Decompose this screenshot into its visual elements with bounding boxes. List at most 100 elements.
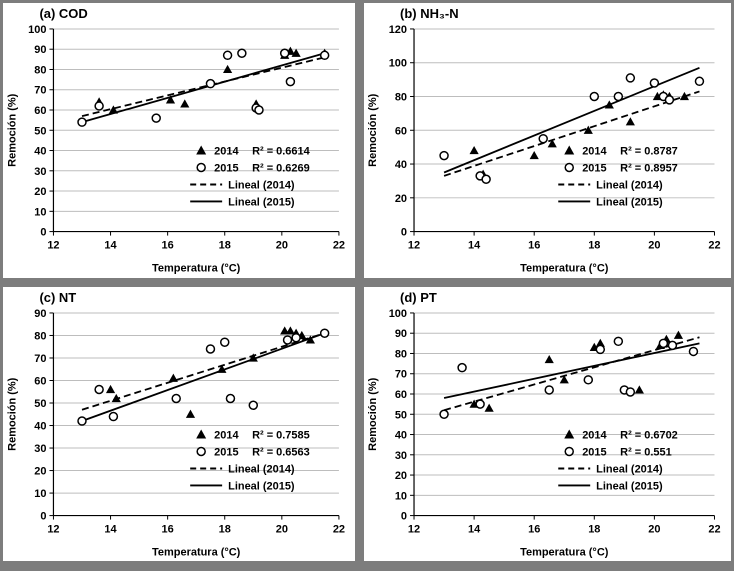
- y-tick-label: 100: [389, 58, 407, 70]
- y-tick-label: 90: [34, 307, 46, 319]
- legend-label-Lineal (2015): Lineal (2015): [228, 480, 295, 492]
- y-tick-label: 40: [34, 420, 46, 432]
- y-tick-label: 70: [34, 85, 46, 97]
- data-point-2015: [481, 174, 492, 184]
- data-point-2014: [168, 373, 178, 382]
- y-tick-label: 10: [34, 488, 46, 500]
- chart-panel-pt: 0 10 20 30 40 50 60 70 80 90 100 12 14 16 18 20 22 (d) PT…: [364, 286, 731, 561]
- data-point-2015: [614, 91, 624, 102]
- y-axis-label: Remoción (%): [368, 93, 380, 166]
- data-point-2015: [544, 384, 555, 395]
- x-tick-label: 18: [219, 240, 231, 252]
- x-tick-label: 16: [162, 240, 174, 252]
- x-tick-label: 12: [47, 523, 59, 535]
- chart-panel-nt: 0 10 20 30 40 50 60 70 80 90 12 14 16 18 20 22 (c) NT Tem…: [3, 286, 356, 561]
- chart-panel-cod: 0 10 20 30 40 50 60 70 80 90 100 12 14 16 18 20 22 (a) CO…: [3, 3, 356, 278]
- data-point-2015: [319, 50, 330, 61]
- y-axis-label: Remoción (%): [7, 377, 19, 450]
- data-point-2014: [105, 384, 116, 393]
- data-point-2015: [668, 340, 678, 350]
- data-point-2015: [538, 133, 549, 144]
- y-tick-label: 30: [395, 449, 407, 461]
- data-point-2014: [560, 374, 570, 383]
- legend-r2-2014: R² = 0.6614: [252, 146, 311, 158]
- y-tick-label: 70: [34, 352, 46, 364]
- y-tick-label: 90: [395, 328, 407, 340]
- legend-label-Lineal (2014): Lineal (2014): [597, 179, 664, 191]
- y-tick-label: 30: [34, 443, 46, 455]
- y-tick-label: 40: [395, 429, 407, 441]
- y-tick-label: 20: [34, 465, 46, 477]
- legend-label-2014: 2014: [214, 429, 239, 441]
- data-point-2015: [254, 105, 264, 115]
- x-tick-label: 14: [104, 523, 117, 535]
- data-point-2014: [180, 99, 190, 108]
- legend-marker-2015: [196, 446, 206, 456]
- data-point-2014: [605, 100, 615, 109]
- data-point-2015: [596, 344, 606, 354]
- data-point-2014: [217, 364, 227, 373]
- data-point-2015: [77, 117, 87, 127]
- data-point-2015: [77, 415, 87, 426]
- x-tick-label: 16: [529, 240, 541, 252]
- y-tick-label: 50: [34, 125, 46, 137]
- data-point-2014: [484, 403, 495, 412]
- x-tick-label: 20: [276, 240, 288, 252]
- data-point-2015: [695, 76, 705, 87]
- data-point-2014: [285, 325, 295, 335]
- data-point-2015: [282, 334, 293, 345]
- x-tick-label: 22: [709, 523, 721, 535]
- y-tick-label: 0: [40, 227, 46, 239]
- data-point-2014: [305, 334, 315, 344]
- data-point-2015: [94, 384, 104, 394]
- y-axis-label: Remoción (%): [7, 93, 19, 166]
- legend-label-Lineal (2014): Lineal (2014): [228, 179, 295, 191]
- chart-panel-nh3n: 0 20 40 60 80 100 120 12 14 16 18 20 22 (b) NH₃-N Temp…: [364, 3, 731, 278]
- y-tick-label: 60: [395, 125, 407, 137]
- legend-label-2015: 2015: [214, 162, 238, 174]
- legend-marker-2014: [564, 429, 575, 439]
- y-tick-label: 0: [40, 510, 46, 522]
- data-point-2014: [635, 384, 645, 394]
- legend-label-Lineal (2014): Lineal (2014): [597, 463, 664, 475]
- y-tick-label: 50: [395, 409, 407, 421]
- legend-marker-2014: [196, 145, 207, 155]
- data-point-2015: [291, 332, 301, 342]
- x-tick-label: 18: [219, 523, 231, 535]
- legend-r2-2015: R² = 0.8957: [621, 162, 679, 174]
- x-tick-label: 20: [649, 523, 661, 535]
- data-point-2015: [665, 95, 675, 105]
- x-tick-label: 12: [408, 240, 420, 252]
- y-tick-label: 80: [34, 330, 46, 342]
- chart-svg-pt: 0 10 20 30 40 50 60 70 80 90 100 12 14 16 18 20 22 (d) PT…: [368, 289, 721, 558]
- data-point-2014: [530, 151, 540, 160]
- data-point-2015: [285, 76, 296, 87]
- data-point-2015: [439, 409, 450, 419]
- data-point-2015: [225, 393, 236, 403]
- legend-marker-2014: [196, 429, 207, 439]
- legend-marker-2015: [564, 446, 575, 456]
- data-point-2015: [475, 398, 486, 409]
- x-tick-label: 12: [47, 240, 59, 252]
- data-point-2014: [222, 64, 233, 74]
- y-tick-label: 20: [395, 470, 407, 482]
- x-tick-label: 16: [162, 523, 174, 535]
- y-tick-label: 10: [395, 490, 407, 502]
- data-point-2015: [171, 393, 181, 403]
- legend-label-2014: 2014: [214, 146, 239, 158]
- legend-marker-2015: [196, 162, 206, 173]
- data-point-2015: [650, 78, 660, 88]
- legend-label-2015: 2015: [214, 446, 238, 458]
- trend-line-Lineal (2014): [81, 331, 325, 411]
- trend-line-Lineal (2015): [81, 331, 325, 422]
- x-tick-label: 14: [468, 240, 481, 252]
- x-tick-label: 20: [649, 240, 661, 252]
- x-axis-label: Temperatura (°C): [152, 263, 241, 275]
- data-point-2014: [111, 393, 121, 402]
- y-tick-label: 100: [389, 307, 407, 319]
- legend-marker-2015: [564, 162, 575, 173]
- data-point-2015: [583, 374, 594, 385]
- y-tick-label: 40: [34, 146, 46, 158]
- y-axis-label: Remoción (%): [368, 377, 380, 450]
